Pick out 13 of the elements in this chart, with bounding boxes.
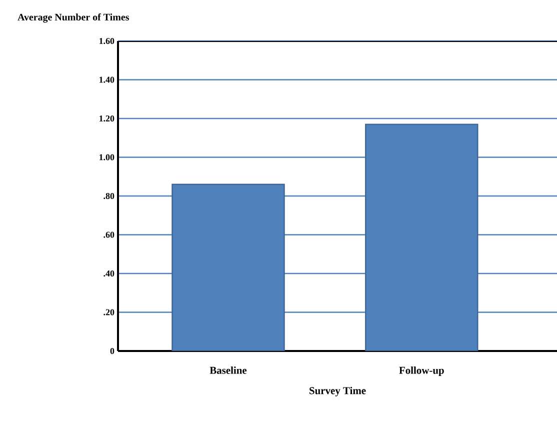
- y-tick-label: 0: [110, 348, 114, 354]
- x-tick-label: Follow-up: [399, 366, 444, 376]
- y-tick-label: 1.00: [100, 154, 114, 160]
- y-axis-title: Average Number of Times: [18, 13, 129, 23]
- x-tick-label: Baseline: [210, 366, 247, 374]
- y-tick-label: .60: [104, 232, 114, 238]
- y-tick-label: 1.20: [100, 115, 114, 122]
- y-tick-label: .80: [104, 192, 114, 200]
- y-tick-label: 1.40: [100, 76, 114, 83]
- x-axis-title: Survey Time: [310, 386, 366, 396]
- y-tick-label: 1.60: [100, 38, 114, 44]
- y-tick-label: .40: [104, 270, 114, 277]
- y-tick-label: .20: [104, 309, 114, 316]
